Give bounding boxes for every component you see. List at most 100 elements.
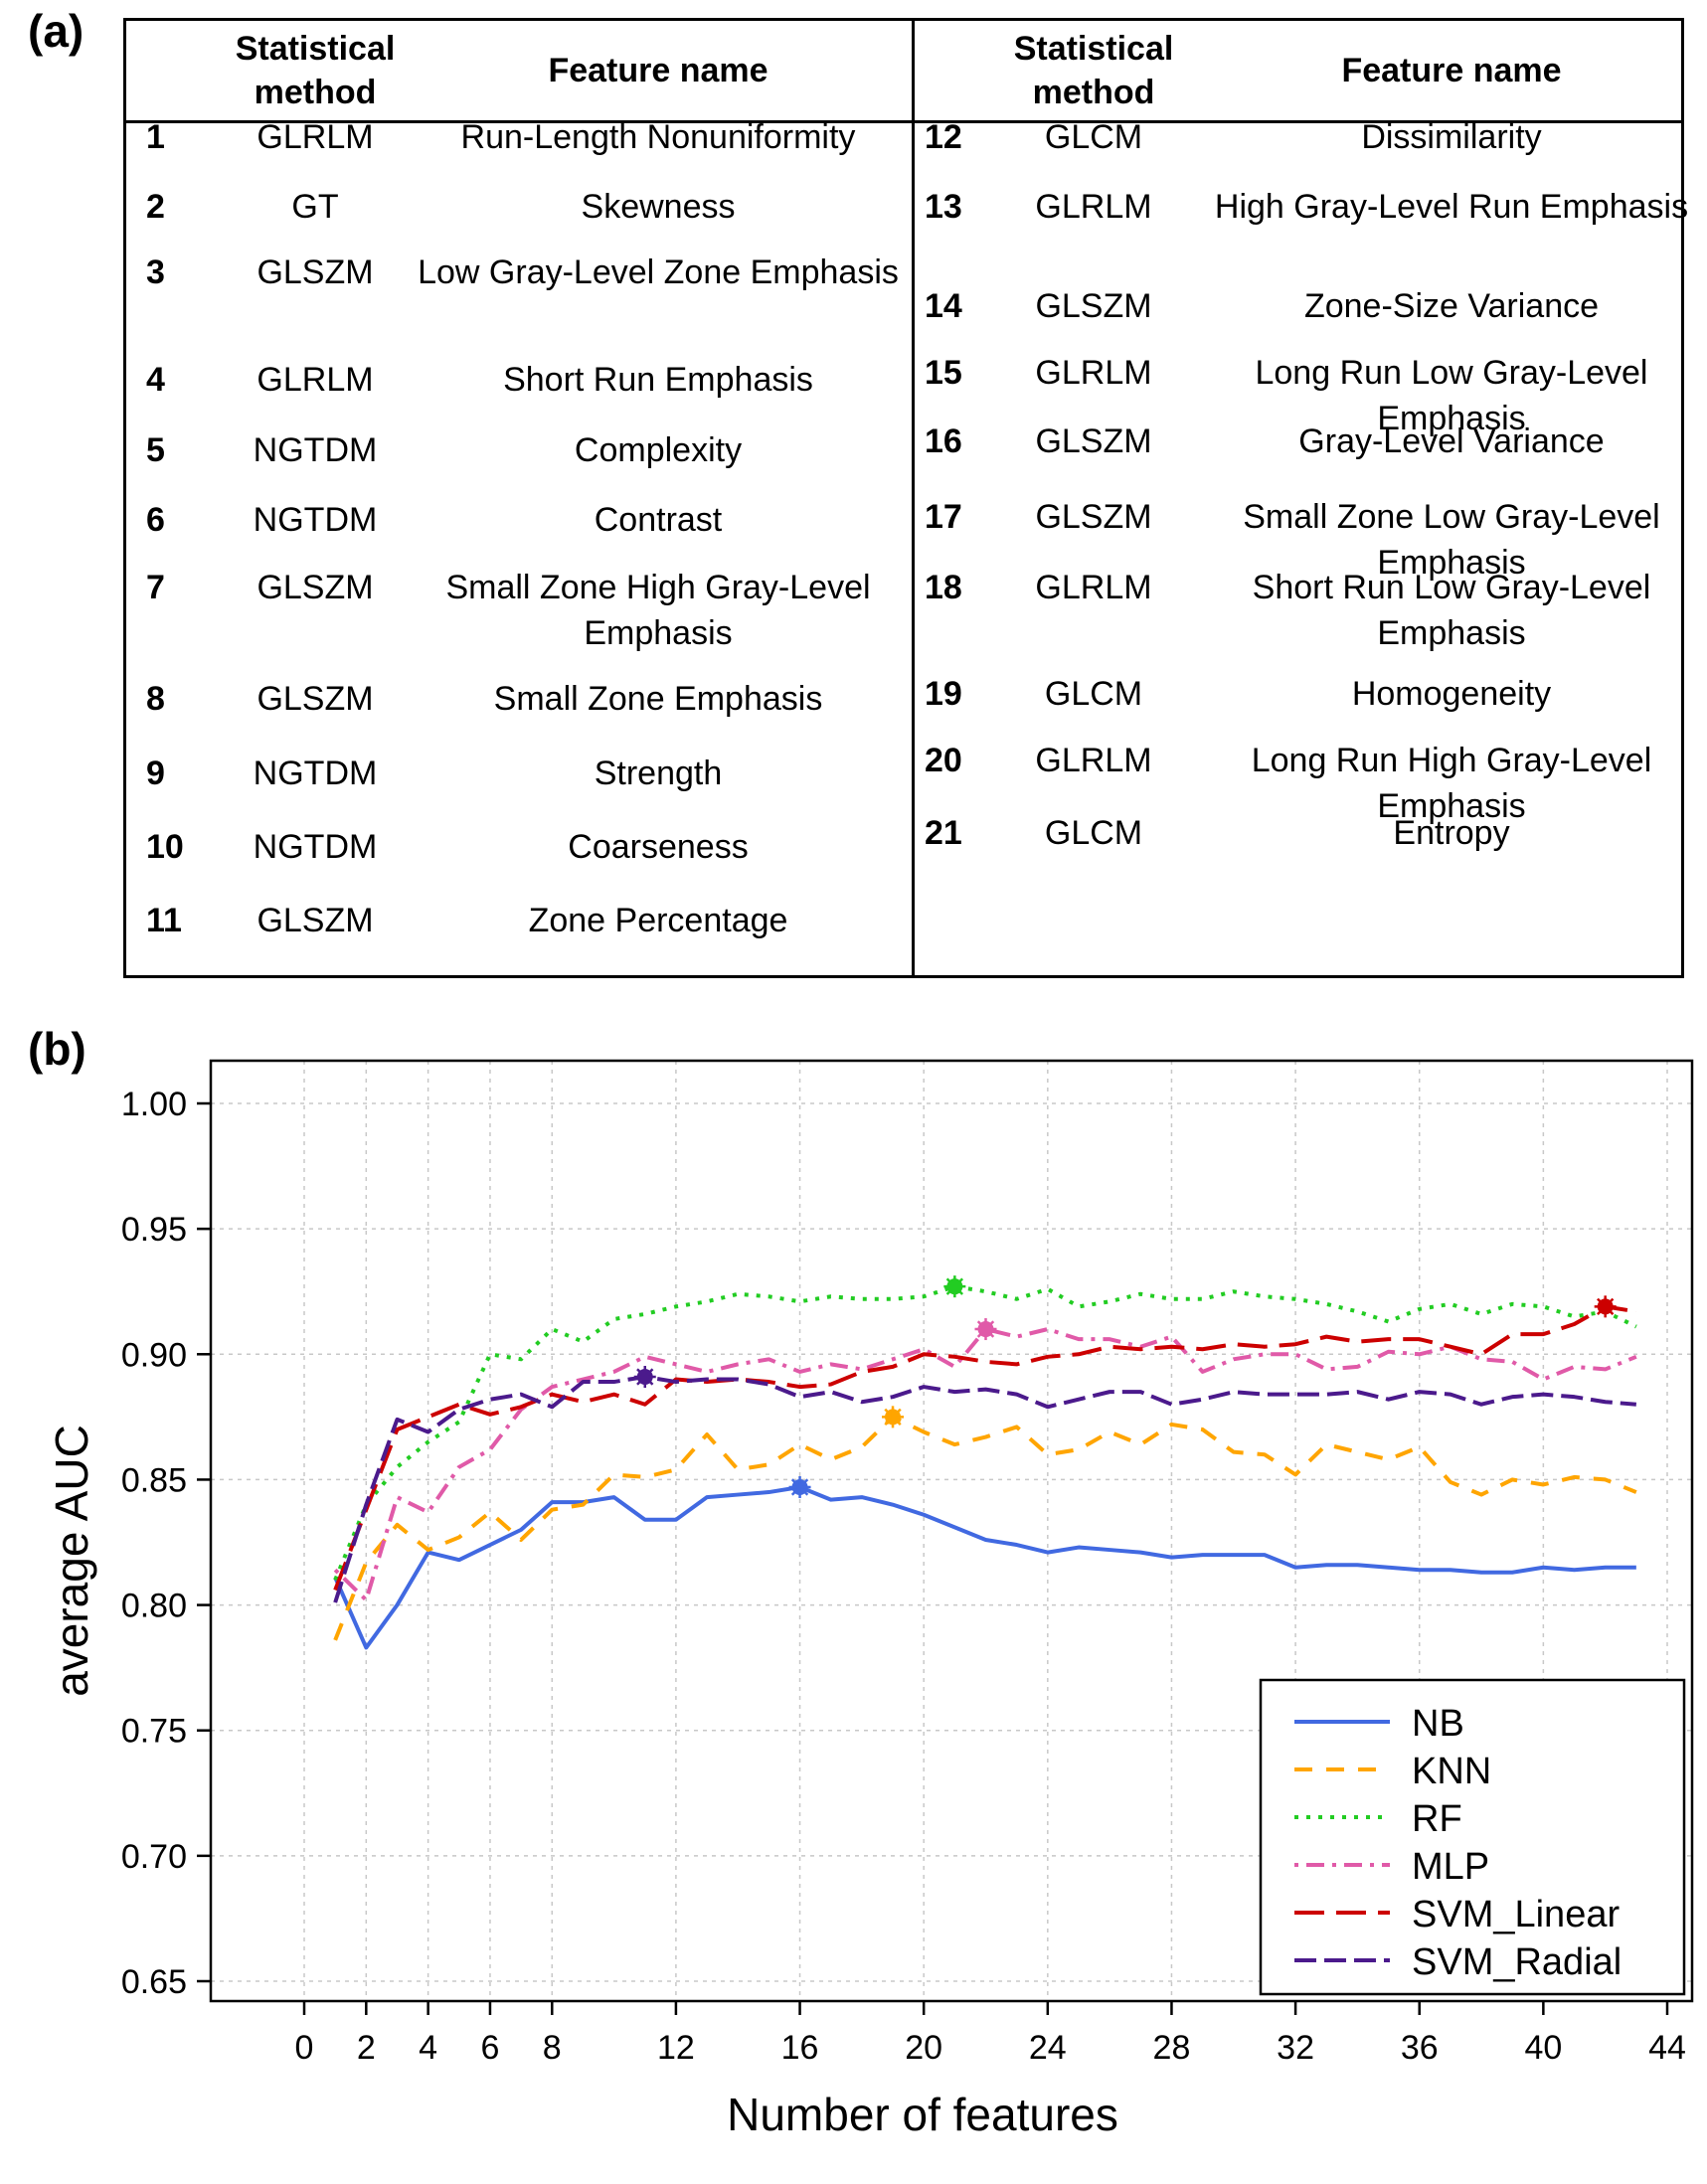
row-method: GLCM <box>1044 118 1143 156</box>
best-marker <box>633 1365 656 1388</box>
y-tick-label: 0.65 <box>121 1963 187 2001</box>
row-method: GLSZM <box>256 569 374 606</box>
row-method: GLSZM <box>256 902 374 939</box>
series-line <box>333 1327 1637 1602</box>
row-number: 4 <box>146 361 165 399</box>
row-number: 21 <box>925 814 962 852</box>
x-tick-label: 8 <box>543 2029 562 2067</box>
row-number: 6 <box>146 501 165 539</box>
legend-label: KNN <box>1412 1751 1491 1792</box>
legend-label: NB <box>1412 1703 1464 1745</box>
legend-label: RF <box>1412 1798 1462 1840</box>
row-feature: Complexity <box>574 431 743 469</box>
series-knn <box>333 1406 1637 1641</box>
row-feature: Run-Length Nonuniformity <box>460 118 856 156</box>
row-feature: Gray-Level Variance <box>1298 422 1605 460</box>
x-tick-label: 24 <box>1029 2029 1067 2067</box>
row-number: 5 <box>146 431 165 469</box>
x-tick-label: 40 <box>1524 2029 1562 2067</box>
y-tick-label: 0.90 <box>121 1336 187 1374</box>
series-svm_radial <box>333 1365 1637 1603</box>
series-line <box>333 1415 1637 1641</box>
row-number: 8 <box>146 680 165 718</box>
x-axis-label: Number of features <box>727 2089 1118 2140</box>
x-tick-label: 16 <box>781 2029 819 2067</box>
row-method: GLRLM <box>256 118 374 156</box>
row-feature: Zone-Size Variance <box>1303 287 1600 325</box>
x-tick-label: 44 <box>1648 2029 1686 2067</box>
legend: NB KNN RF MLP SVM_Linear SVM_Radial <box>1259 1678 1686 1996</box>
row-number: 11 <box>146 902 182 939</box>
row-feature: Homogeneity <box>1351 675 1552 713</box>
series-line <box>333 1484 1636 1650</box>
table-column-divider <box>912 21 915 975</box>
row-feature: Zone Percentage <box>528 902 788 939</box>
y-axis-label: average AUC <box>46 1425 97 1697</box>
row-feature: Skewness <box>581 188 736 226</box>
best-marker <box>1594 1295 1617 1318</box>
x-tick-label: 28 <box>1153 2029 1191 2067</box>
best-marker <box>974 1318 997 1341</box>
auc-line-chart: 0.650.700.750.800.850.900.951.000 2 4 6 8 12 1… <box>46 1059 1694 2140</box>
panel-b-label: (b) <box>28 1023 86 1075</box>
row-feature: Coarseness <box>568 828 749 866</box>
row-method: GLSZM <box>1035 498 1152 536</box>
row-feature: Entropy <box>1393 814 1510 852</box>
row-feature: Strength <box>594 755 723 792</box>
x-tick-label: 4 <box>419 2029 437 2067</box>
y-tick-label: 0.95 <box>121 1211 187 1249</box>
row-feature: Small Zone Low Gray-Level Emphasis <box>1243 498 1660 582</box>
row-number: 13 <box>925 188 962 226</box>
row-feature: Contrast <box>594 501 723 539</box>
row-method: GT <box>291 188 339 226</box>
y-tick-label: 0.80 <box>121 1588 187 1625</box>
row-feature: Short Run Emphasis <box>503 361 813 399</box>
row-method: NGTDM <box>253 828 378 866</box>
x-tick-label: 6 <box>480 2029 499 2067</box>
row-number: 16 <box>925 422 962 460</box>
row-number: 20 <box>925 742 962 779</box>
row-feature: Short Run Low Gray-Level Emphasis <box>1252 569 1651 652</box>
row-feature: Low Gray-Level Zone Emphasis <box>418 253 899 291</box>
x-tick-label: 2 <box>357 2029 376 2067</box>
row-feature: Long Run High Gray-Level Emphasis <box>1251 742 1652 825</box>
row-feature: Dissimilarity <box>1361 118 1542 156</box>
y-tick-label: 0.75 <box>121 1713 187 1751</box>
series-svm_linear <box>333 1295 1637 1592</box>
y-tick-label: 0.70 <box>121 1838 187 1876</box>
legend-label: SVM_Radial <box>1412 1941 1622 1983</box>
row-feature: Small Zone Emphasis <box>493 680 823 718</box>
best-marker <box>943 1275 966 1298</box>
feature-table: Statistical method Feature name Statisti… <box>123 18 1688 978</box>
series-mlp <box>333 1318 1637 1602</box>
row-feature: High Gray-Level Run Emphasis <box>1214 188 1689 226</box>
row-method: NGTDM <box>253 755 378 792</box>
x-tick-label: 0 <box>295 2029 314 2067</box>
legend-label: MLP <box>1412 1846 1489 1888</box>
row-method: NGTDM <box>253 501 378 539</box>
row-method: GLRLM <box>1035 569 1152 606</box>
row-number: 9 <box>146 755 165 792</box>
row-number: 18 <box>925 569 962 606</box>
header-feature-name-right: Feature name <box>1341 51 1562 89</box>
header-statistical-method-right: Statistical method <box>1013 29 1174 111</box>
row-method: GLRLM <box>256 361 374 399</box>
header-feature-name-left: Feature name <box>548 51 768 89</box>
row-method: GLSZM <box>1035 422 1152 460</box>
table-header-rule <box>126 120 1681 123</box>
row-number: 12 <box>925 118 962 156</box>
row-number: 3 <box>146 253 165 291</box>
row-number: 14 <box>925 287 962 325</box>
row-method: GLCM <box>1044 814 1143 852</box>
row-method: GLRLM <box>1035 354 1152 392</box>
x-tick-label: 12 <box>657 2029 695 2067</box>
header-statistical-method-left: Statistical method <box>235 29 396 111</box>
row-feature: Small Zone High Gray-Level Emphasis <box>445 569 871 652</box>
best-marker <box>882 1406 905 1428</box>
series-rf <box>333 1275 1637 1582</box>
plot-frame <box>209 1059 1694 2003</box>
best-marker <box>788 1475 811 1498</box>
row-number: 15 <box>925 354 962 392</box>
row-feature: Long Run Low Gray-Level Emphasis <box>1255 354 1648 437</box>
y-tick-label: 1.00 <box>121 1086 187 1123</box>
